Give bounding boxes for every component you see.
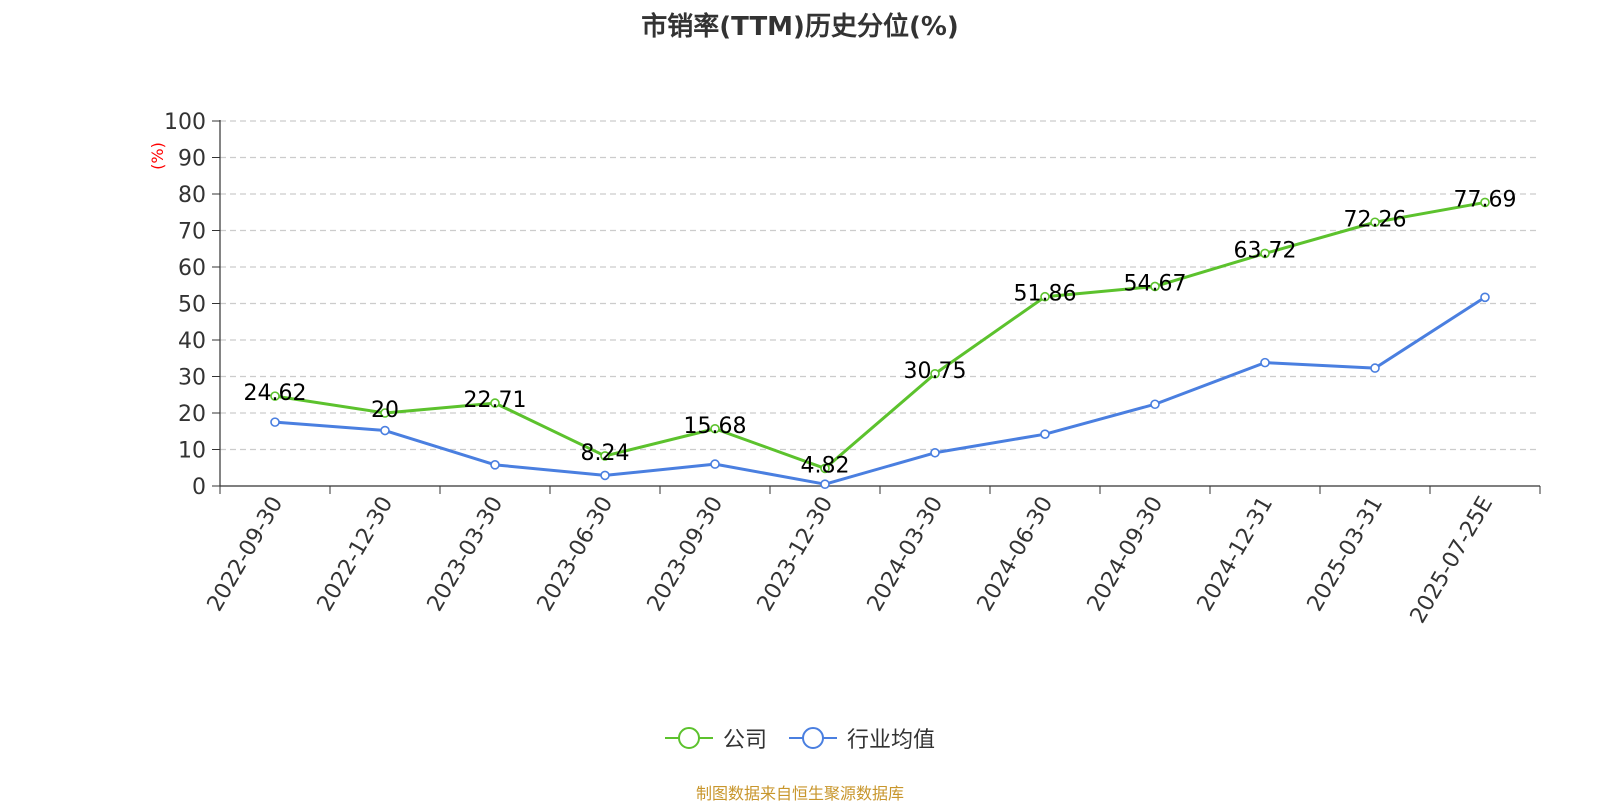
data-label: 63.72 (1234, 238, 1297, 263)
legend-company-icon (664, 727, 713, 749)
chart-title: 市销率(TTM)历史分位(%) (641, 12, 959, 42)
series-0-point (1260, 248, 1270, 259)
y-tick-label: 90 (178, 147, 206, 172)
legend-company-marker (677, 727, 700, 749)
series-1-point (1370, 363, 1380, 373)
series-0-point (600, 451, 610, 461)
series-0-point (930, 368, 940, 379)
series-0-point (1480, 197, 1490, 208)
data-label: 30.75 (904, 359, 967, 384)
series-1-point (1150, 399, 1160, 410)
legend-industry-label: 行业均值 (847, 728, 936, 753)
data-label: 24.62 (244, 381, 307, 406)
series-0-point (1370, 217, 1380, 228)
data-label: 54.67 (1124, 271, 1187, 296)
legend-item-industry-avg[interactable]: 行业均值 (789, 722, 935, 754)
y-tick-label: 20 (178, 402, 206, 427)
y-tick-label: 50 (178, 293, 206, 318)
x-tick-label: 2025-07-25E (1406, 493, 1499, 628)
legend: 公司 行业均值 (0, 722, 1600, 754)
data-label: 4.82 (801, 453, 850, 478)
data-label: 51.86 (1014, 282, 1077, 307)
series-0-point (270, 391, 280, 401)
series-1-point (270, 417, 280, 427)
series-1-point (380, 425, 390, 436)
source-note: 制图数据来自恒生聚源数据库 (695, 784, 904, 803)
data-label: 22.71 (464, 388, 527, 413)
y-tick-label: 60 (178, 256, 206, 281)
series-1-point (1040, 429, 1050, 439)
x-tick-label: 2024-06-30 (973, 493, 1059, 616)
legend-industry-marker (802, 727, 824, 749)
x-tick-label: 2022-12-30 (313, 493, 399, 616)
series-1-point (1260, 357, 1270, 368)
x-tick-label: 2025-03-31 (1303, 493, 1389, 616)
y-axis-title: (%) (148, 142, 167, 170)
x-tick-label: 2023-03-30 (423, 493, 509, 616)
series-0-point (490, 398, 500, 408)
x-tick-label: 2023-09-30 (643, 493, 729, 616)
y-tick-label: 70 (178, 220, 206, 245)
series-0-point (380, 408, 390, 418)
series-0-point (1150, 281, 1160, 292)
x-tick-label: 2024-12-31 (1193, 493, 1279, 616)
series-0-point (710, 423, 720, 434)
data-label: 8.24 (581, 441, 630, 466)
x-tick-label: 2023-12-30 (753, 493, 839, 616)
y-tick-label: 40 (178, 329, 206, 354)
legend-industry-icon (789, 727, 837, 749)
legend-item-company[interactable]: 公司 (664, 722, 767, 754)
legend-company-label: 公司 (722, 728, 767, 753)
data-label: 77.69 (1454, 187, 1517, 212)
axes: 0 10 20 30 40 50 60 70 80 90 100 (%) 2022-09-30 2022-… (148, 110, 1541, 628)
series-1-point (600, 470, 610, 481)
series-1-point (1480, 292, 1490, 303)
data-label: 20 (371, 398, 399, 423)
y-tick-label: 80 (178, 183, 206, 208)
series-line-0 (274, 200, 1486, 470)
series-line-1 (274, 296, 1486, 486)
series-1-point (710, 459, 720, 469)
series (270, 197, 1490, 489)
grid-lines (220, 120, 1540, 451)
data-labels: 24.62 20 22.71 8.24 15.68 4.82 30.75 51.86 54.67… (244, 187, 1517, 478)
x-tick-label: 2024-03-30 (863, 493, 949, 616)
x-tick-label: 2023-06-30 (533, 493, 619, 616)
y-tick-label: 10 (178, 439, 206, 464)
series-1-point (930, 447, 940, 458)
x-tick-label: 2024-09-30 (1083, 493, 1169, 616)
series-0-point (820, 463, 830, 474)
y-tick-label: 0 (192, 475, 206, 500)
data-label: 72.26 (1344, 207, 1407, 232)
series-1-point (820, 479, 830, 489)
x-tick-label: 2022-09-30 (203, 493, 289, 616)
y-tick-label: 30 (178, 366, 206, 391)
y-tick-label: 100 (164, 110, 206, 135)
series-0-point (1040, 291, 1050, 302)
series-1-point (490, 460, 500, 470)
data-label: 15.68 (684, 414, 747, 439)
